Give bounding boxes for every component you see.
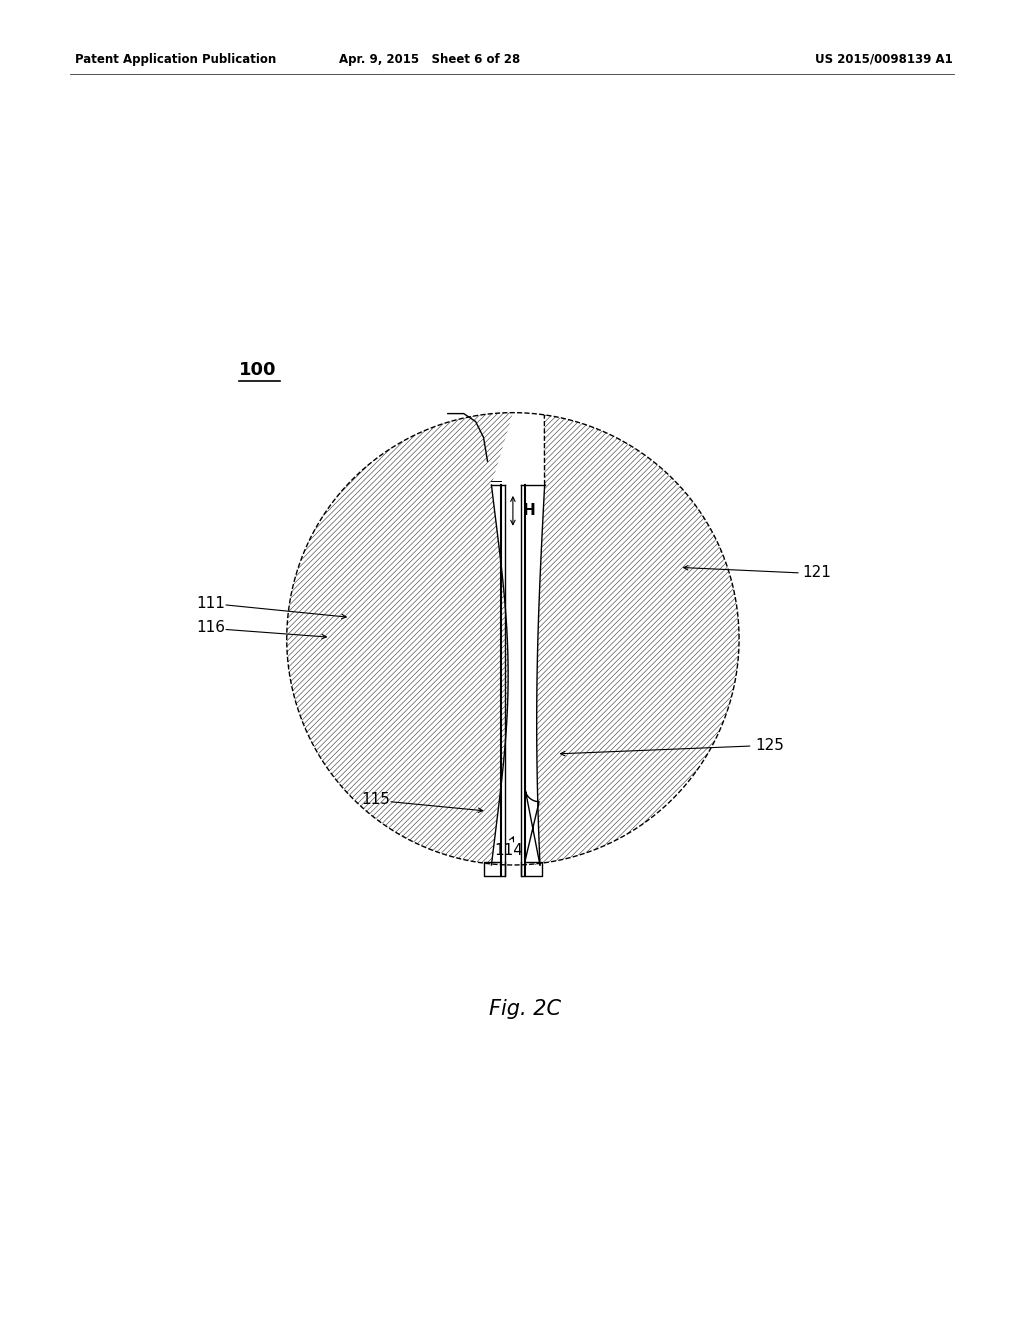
Text: Fig. 2C: Fig. 2C — [488, 999, 561, 1019]
Text: 111: 111 — [196, 595, 225, 611]
Polygon shape — [287, 413, 513, 865]
Text: 115: 115 — [361, 792, 390, 808]
Text: 116: 116 — [196, 620, 225, 635]
Text: 121: 121 — [803, 565, 831, 581]
Text: 100: 100 — [240, 362, 276, 379]
Text: US 2015/0098139 A1: US 2015/0098139 A1 — [814, 53, 952, 66]
Polygon shape — [513, 414, 739, 865]
Text: H: H — [522, 503, 536, 519]
Text: 114: 114 — [495, 842, 523, 858]
Text: 125: 125 — [755, 738, 783, 754]
Text: Apr. 9, 2015   Sheet 6 of 28: Apr. 9, 2015 Sheet 6 of 28 — [339, 53, 521, 66]
Text: Patent Application Publication: Patent Application Publication — [75, 53, 276, 66]
